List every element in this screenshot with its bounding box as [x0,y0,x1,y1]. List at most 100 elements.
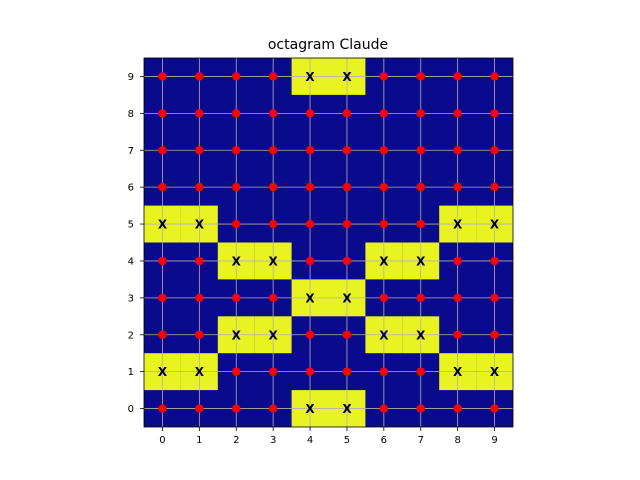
dot-marker [379,109,389,118]
x-marker: X [195,218,205,232]
dot-marker [305,182,315,192]
plot-frame [143,57,514,428]
chart-title: octagram Claude [268,37,388,53]
dot-marker [195,182,204,192]
dot-marker [416,72,425,81]
dot-marker [232,146,241,155]
y-tick-label: 7 [128,146,134,157]
y-tick-label: 5 [128,220,134,231]
dot-marker [490,72,499,81]
dot-marker [158,109,167,118]
x-tick-label: 7 [418,435,424,446]
x-marker: X [490,365,500,379]
y-tick-label: 9 [128,72,134,83]
dot-marker [158,293,167,303]
dot-marker [305,367,315,376]
y-axis: 0 1 2 3 4 5 6 7 8 9 [128,72,144,415]
y-tick-label: 0 [128,404,134,415]
plot-area: X X X X X X X X X X X X X X X X X X X X X X [143,57,514,428]
dot-marker [342,146,352,155]
dot-marker [158,256,167,266]
x-marker: X [453,365,463,379]
y-tick-label: 1 [128,367,134,378]
dot-marker [268,146,278,155]
dot-marker [305,109,315,118]
dot-marker [195,404,204,413]
dot-marker [453,330,462,339]
x-marker: X [453,218,463,232]
x-marker: X [305,402,315,416]
x-marker: X [232,328,242,342]
dot-marker [379,182,389,192]
dot-marker [342,219,352,229]
x-tick-label: 6 [381,435,387,446]
dot-marker [490,256,499,266]
x-tick-label: 0 [159,435,165,446]
x-tick-label: 8 [454,435,460,446]
y-tick-label: 3 [128,293,134,304]
x-axis: 0 1 2 3 4 5 6 7 8 9 [159,427,498,446]
dot-marker [305,330,315,339]
x-marker: X [490,218,500,232]
dot-marker [490,404,499,413]
x-marker: X [269,328,279,342]
dot-marker [490,146,499,155]
dot-marker [416,293,425,303]
x-tick-label: 3 [270,435,276,446]
dot-marker [453,182,462,192]
x-marker: X [158,365,168,379]
x-tick-label: 4 [307,435,313,446]
dot-marker [195,109,204,118]
y-tick-label: 8 [128,109,134,120]
dot-marker [305,146,315,155]
dot-marker [158,72,167,81]
dot-marker [158,146,167,155]
dot-marker [453,109,462,118]
dot-marker [232,182,241,192]
x-tick-label: 5 [344,435,350,446]
dot-marker [268,219,278,229]
y-tick-label: 2 [128,330,134,341]
dot-marker [195,256,204,266]
x-tick-label: 9 [491,435,497,446]
dot-marker [453,293,462,303]
dot-marker [268,293,278,303]
x-marker: X [342,402,352,416]
dot-marker [416,146,425,155]
dot-marker [195,72,204,81]
dot-marker [268,182,278,192]
x-marker: X [232,254,242,268]
dot-marker [379,72,389,81]
dot-marker [232,293,241,303]
dot-marker [490,182,499,192]
dot-marker [379,219,389,229]
dot-marker [232,404,241,413]
dot-marker [268,109,278,118]
x-marker: X [305,291,315,305]
x-marker: X [195,365,205,379]
dot-marker [305,219,315,229]
dot-marker [453,256,462,266]
dot-marker [232,109,241,118]
dot-marker [342,109,352,118]
x-marker: X [305,70,315,84]
y-tick-label: 6 [128,183,134,194]
y-tick-label: 4 [128,256,134,267]
dot-marker [195,293,204,303]
dot-marker [268,367,278,376]
dot-marker [232,367,241,376]
x-marker: X [379,328,389,342]
dot-marker [342,367,352,376]
dot-marker [379,293,389,303]
dot-marker [416,109,425,118]
dot-marker [232,72,241,81]
dot-marker [342,182,352,192]
dot-marker [490,330,499,339]
dot-marker [342,256,352,266]
dot-marker [268,404,278,413]
dot-marker [158,182,167,192]
dot-marker [232,219,241,229]
dot-marker [453,146,462,155]
dot-marker [453,404,462,413]
